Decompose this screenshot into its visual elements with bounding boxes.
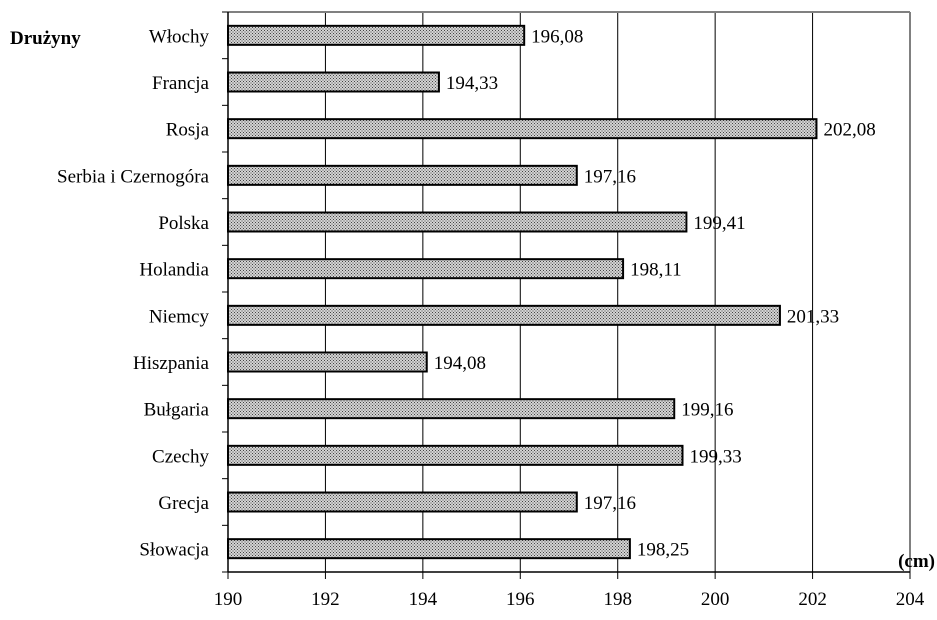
value-label: 197,16 <box>584 493 636 514</box>
x-tick-label: 202 <box>798 589 827 610</box>
bar <box>227 444 684 466</box>
bar <box>227 491 578 513</box>
x-tick-label: 192 <box>311 589 340 610</box>
category-label: Słowacja <box>139 540 209 561</box>
value-label: 199,33 <box>690 446 742 467</box>
category-label: Serbia i Czernogóra <box>57 166 210 187</box>
value-label: 199,16 <box>681 400 733 421</box>
category-label: Hiszpania <box>133 353 210 374</box>
axes <box>222 11 911 579</box>
bar <box>227 258 625 280</box>
category-label: Grecja <box>158 493 209 514</box>
category-label: Czechy <box>152 446 209 467</box>
bar <box>227 398 676 420</box>
value-label: 197,16 <box>584 166 636 187</box>
value-label: 194,33 <box>446 73 498 94</box>
bar <box>227 24 526 46</box>
gridlines <box>324 12 911 572</box>
bar <box>227 71 440 93</box>
x-tick-label: 194 <box>409 589 438 610</box>
category-label: Włochy <box>149 26 210 47</box>
bar <box>227 538 631 560</box>
value-label: 198,11 <box>630 260 682 281</box>
category-label: Bułgaria <box>144 400 210 421</box>
value-label: 199,41 <box>693 213 745 234</box>
x-tick-label: 198 <box>603 589 632 610</box>
value-label: 202,08 <box>823 120 875 141</box>
bar <box>227 164 578 186</box>
category-label: Niemcy <box>149 306 210 327</box>
category-label: Holandia <box>139 260 209 281</box>
bar <box>227 351 428 373</box>
x-axis-unit: (cm) <box>898 551 935 572</box>
x-tick-label: 200 <box>701 589 730 610</box>
bar <box>227 118 818 140</box>
category-label: Francja <box>152 73 210 94</box>
x-tick-label: 196 <box>506 589 535 610</box>
bar <box>227 211 688 233</box>
value-label: 196,08 <box>531 26 583 47</box>
value-label: 198,25 <box>637 540 689 561</box>
bars <box>227 24 818 560</box>
value-label: 194,08 <box>434 353 486 374</box>
x-tick-label: 204 <box>896 589 925 610</box>
category-label: Polska <box>158 213 209 234</box>
x-tick-label: 190 <box>214 589 243 610</box>
labels: 190 192 194 196 198 200 202 204 Włochy 196,08 Fran… <box>57 26 925 610</box>
category-label: Rosja <box>166 120 210 141</box>
y-axis-title: Drużyny <box>10 28 81 49</box>
value-label: 201,33 <box>787 306 839 327</box>
bar <box>227 304 781 326</box>
